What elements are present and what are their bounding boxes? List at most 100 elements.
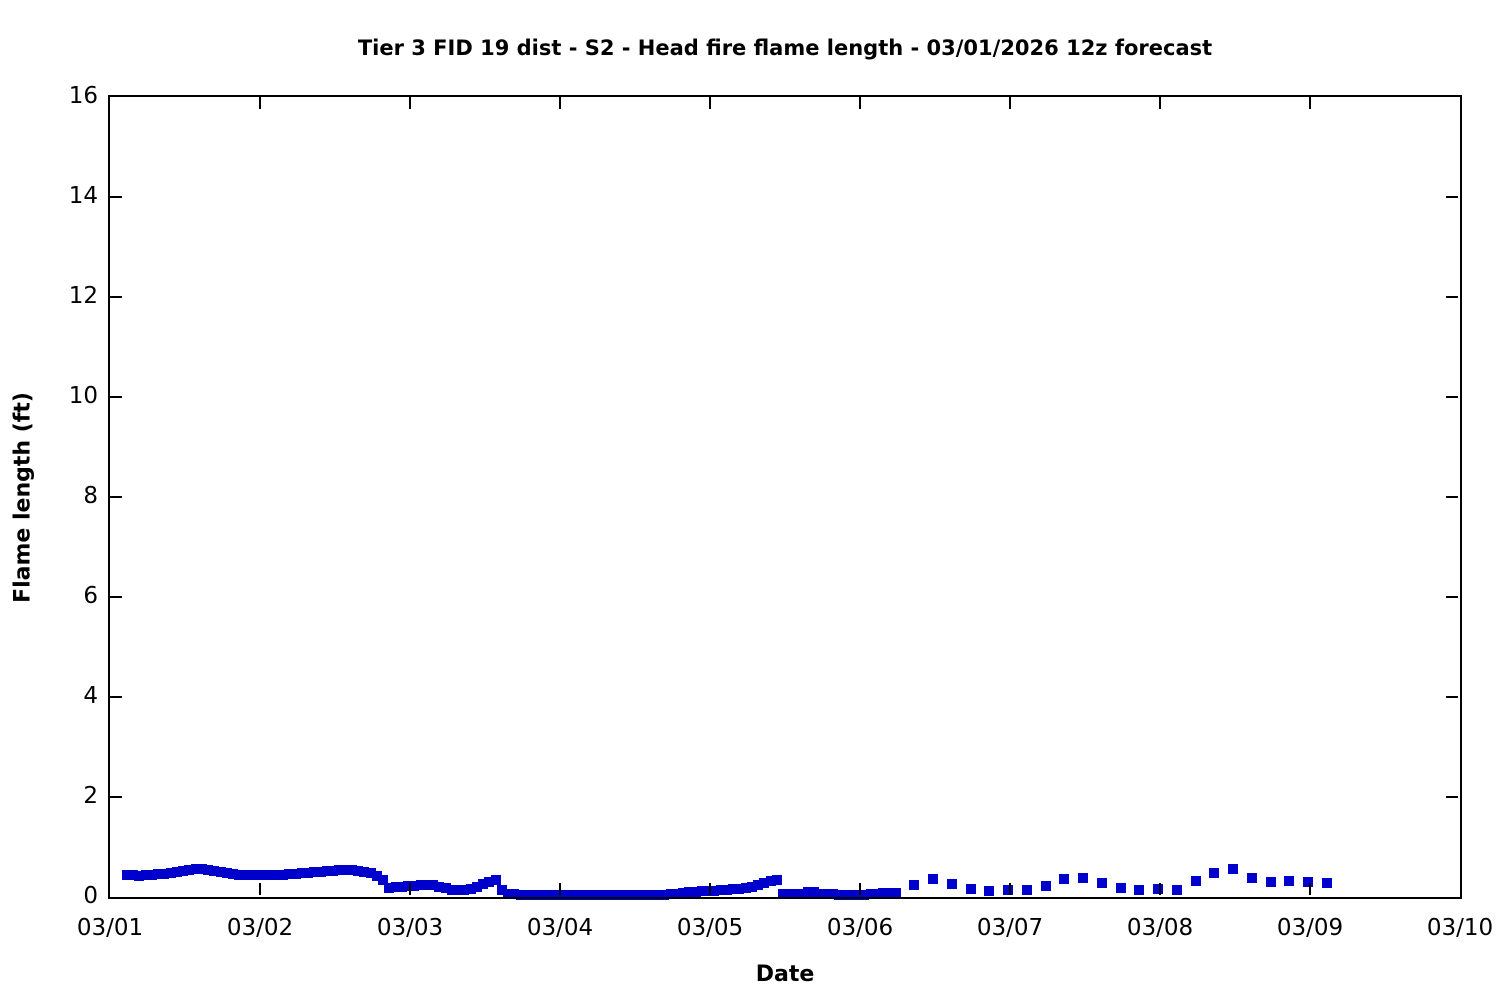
data-point [684,887,695,897]
data-point [809,887,820,897]
x-tick-label: 03/03 [376,915,444,941]
data-point [540,889,551,900]
y-tick-right [1446,796,1458,798]
x-tick-bottom [709,883,711,895]
data-point [365,867,376,878]
data-point [728,884,738,894]
data-point [509,889,520,899]
data-point [159,868,170,879]
data-point [615,889,626,900]
y-tick-left [110,596,122,598]
data-point [296,868,307,878]
data-point [284,869,295,879]
data-point [765,876,776,886]
y-tick-left [110,196,122,198]
data-point [815,888,826,899]
data-point [1228,864,1238,874]
data-point [1209,867,1220,878]
data-point [209,866,220,876]
x-tick-label: 03/10 [1426,915,1494,941]
data-point [628,889,638,900]
x-tick-top [1009,97,1011,109]
data-point [859,889,870,900]
plot-border [108,95,1462,899]
data-point [446,884,457,895]
x-tick-top [409,97,411,109]
data-point [828,889,838,899]
data-point [178,866,188,876]
data-point [278,869,288,880]
data-point [909,880,920,890]
y-tick-right [1446,296,1458,298]
data-point [465,883,476,894]
data-point [590,889,601,900]
data-point [196,864,207,874]
data-point [234,869,245,880]
data-point [534,889,545,900]
x-tick-bottom [1309,883,1311,895]
x-tick-label: 03/02 [226,915,294,941]
data-point [759,877,770,888]
data-point [571,889,582,900]
data-point [334,865,345,875]
x-tick-label: 03/07 [976,915,1044,941]
data-point [265,870,276,880]
y-tick-label: 16 [68,83,98,109]
data-point [1153,884,1163,894]
data-point [621,889,632,900]
data-point [309,867,320,877]
data-point [1321,877,1332,888]
data-point [140,870,151,880]
data-point [890,887,901,898]
x-tick-label: 03/08 [1126,915,1194,941]
y-tick-label: 0 [83,883,98,909]
data-point [878,888,888,898]
data-point [396,881,407,892]
data-point [559,889,570,900]
x-axis-label: Date [755,962,815,987]
data-point [734,883,745,894]
data-point [353,865,363,876]
y-tick-label: 6 [83,583,98,609]
data-point [678,887,688,898]
data-point [321,866,332,876]
data-point [696,886,707,896]
data-point [928,874,938,884]
data-point [390,882,401,892]
x-tick-label: 03/06 [826,915,894,941]
data-point [528,889,538,900]
data-point [153,869,163,879]
data-point [409,880,420,891]
data-point [415,880,426,890]
data-point [1171,885,1182,895]
data-point [128,869,138,880]
x-tick-label: 03/01 [76,915,144,941]
data-point [146,869,157,880]
x-tick-bottom [409,883,411,895]
plot-area [108,95,1462,900]
data-point [984,886,995,896]
y-axis-label: Flame length (ft) [10,392,36,603]
data-point [746,882,757,892]
data-point [184,865,195,875]
data-point [771,875,782,885]
data-point [853,889,863,900]
data-point [553,889,563,900]
data-point [703,886,713,896]
y-tick-left [110,396,122,398]
data-point [646,889,657,900]
data-point [453,885,463,895]
data-point [303,867,313,878]
y-tick-right [1446,596,1458,598]
y-tick-label: 4 [83,683,98,709]
data-point [653,889,663,900]
data-point [778,889,788,899]
data-point [603,889,613,900]
data-point [821,889,832,899]
data-point [753,880,763,890]
x-tick-top [859,97,861,109]
x-tick-top [1159,97,1161,109]
y-tick-label: 8 [83,483,98,509]
x-tick-label: 03/05 [676,915,744,941]
data-point [796,888,807,899]
